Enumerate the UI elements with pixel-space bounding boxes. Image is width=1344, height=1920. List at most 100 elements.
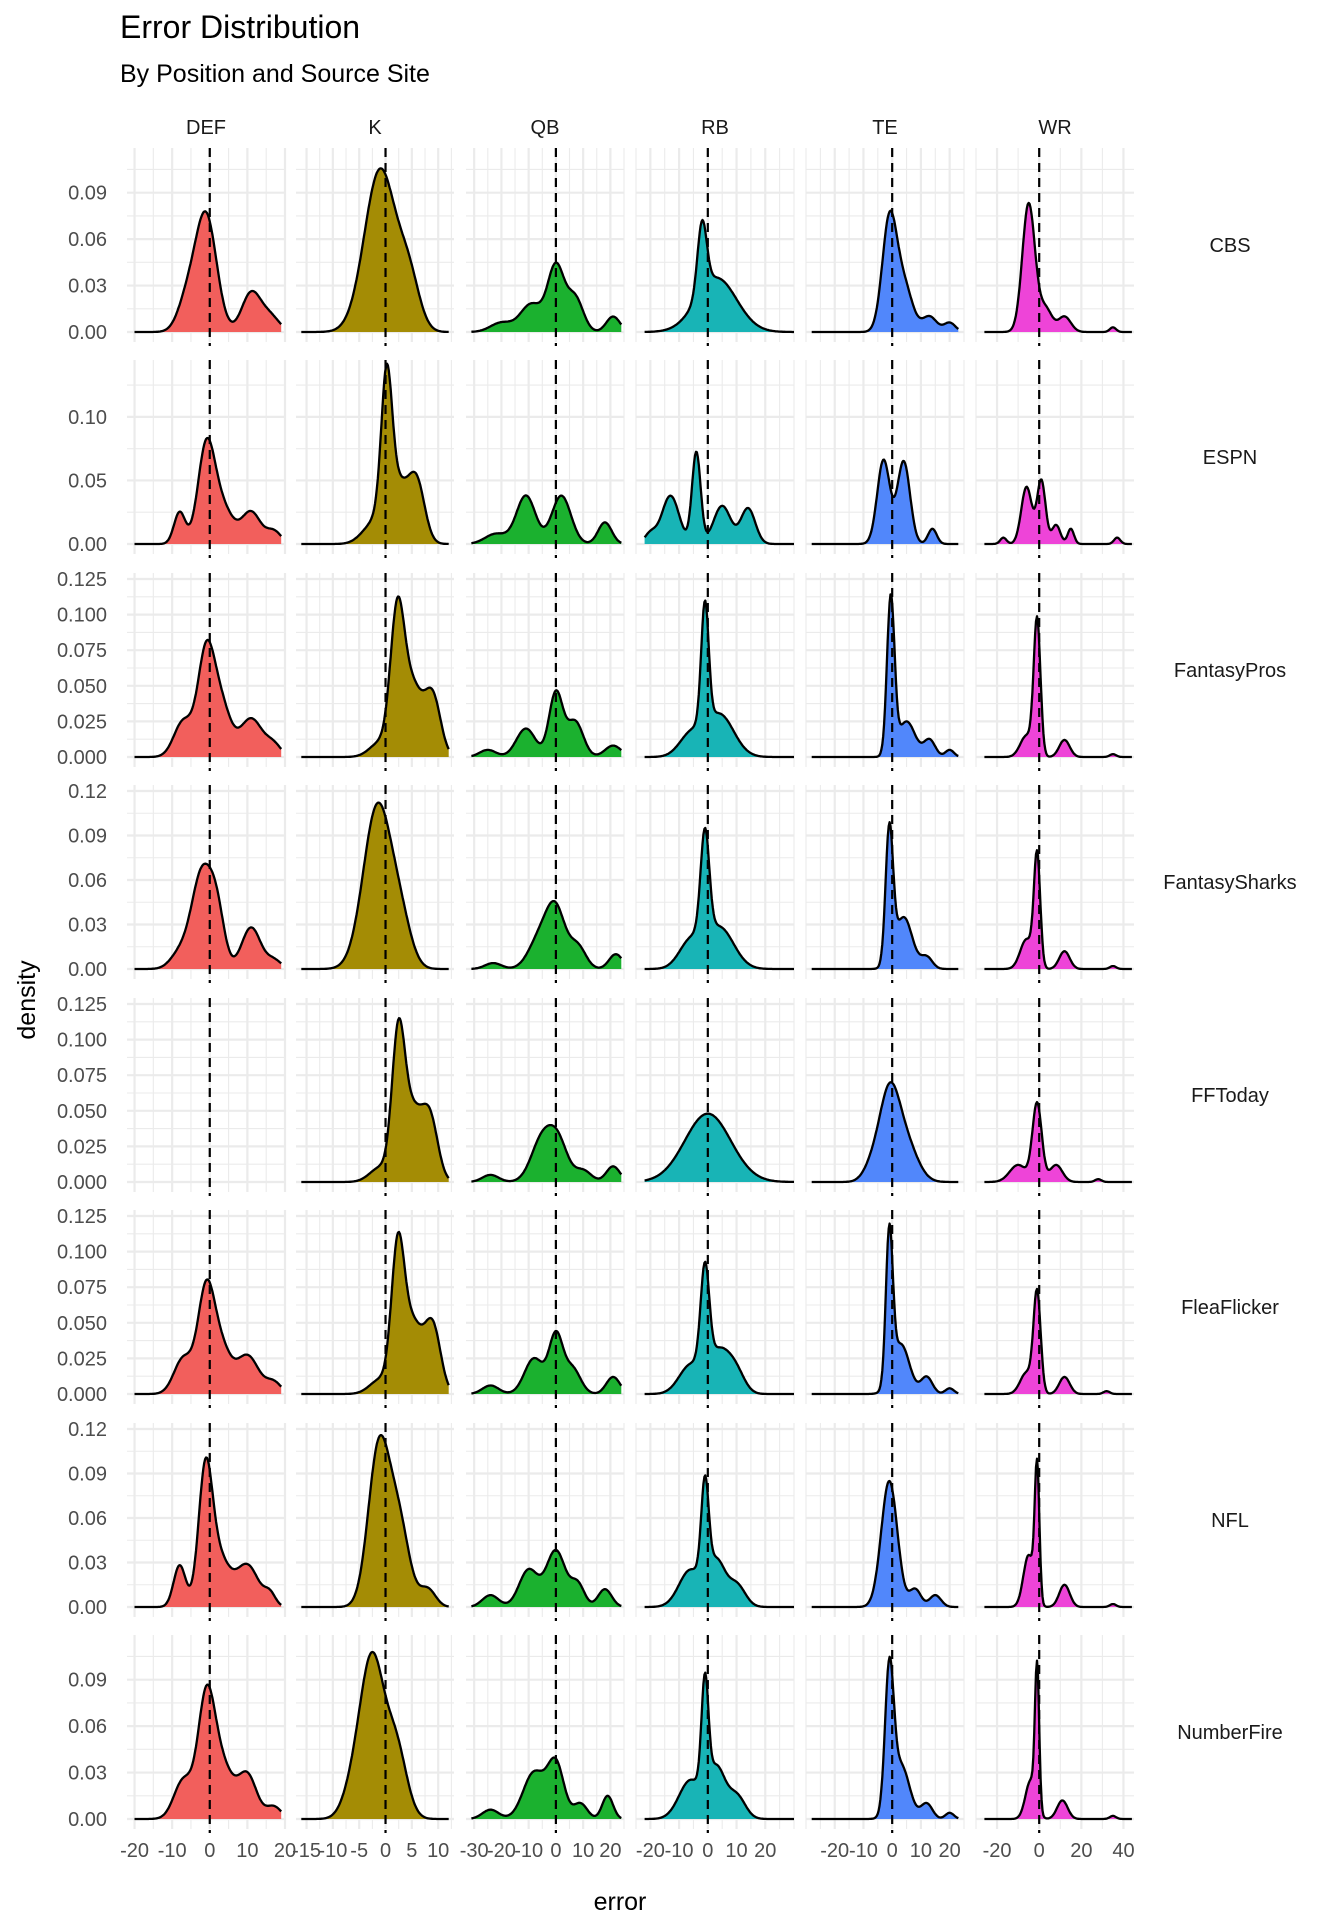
panel-espn-wr xyxy=(975,360,1134,558)
panel-numberfire-def xyxy=(127,1635,287,1833)
strip-label-wr: WR xyxy=(1038,117,1071,139)
density-area-k xyxy=(301,1018,449,1182)
y-tick-label: 0.03 xyxy=(68,276,107,298)
density-area-te xyxy=(811,210,959,332)
panel-cbs-rb xyxy=(635,148,795,346)
density-area-qb xyxy=(471,262,622,332)
density-area-qb xyxy=(471,495,622,544)
x-tick-label: -15 xyxy=(292,1840,321,1862)
x-tick-label: 10 xyxy=(572,1840,594,1862)
panel-fftoday-te xyxy=(805,998,965,1196)
density-area-k xyxy=(301,596,449,757)
panel-espn-k xyxy=(296,360,454,558)
density-area-k xyxy=(301,1232,449,1394)
x-tick-label: -10 xyxy=(849,1840,878,1862)
y-tick-label: 0.06 xyxy=(68,1716,107,1738)
panel-cbs-def xyxy=(127,148,287,346)
y-tick-label: 0.100 xyxy=(57,1030,107,1052)
panel-numberfire-qb xyxy=(466,1635,625,1833)
panels: DEF K QB RB TE WRCBS0.000.030.060.09ESPN0.000… xyxy=(57,117,1297,1862)
density-area-rb xyxy=(644,600,794,757)
strip-label-espn: ESPN xyxy=(1203,447,1257,469)
y-tick-label: 0.09 xyxy=(68,1464,107,1486)
density-line-te xyxy=(811,593,959,759)
density-area-rb xyxy=(644,1672,794,1819)
x-tick-label: 40 xyxy=(1112,1840,1134,1862)
y-tick-label: 0.03 xyxy=(68,1763,107,1785)
y-tick-label: 0.025 xyxy=(57,1348,107,1370)
density-area-def xyxy=(134,1457,282,1607)
density-line-def xyxy=(134,436,283,546)
density-line-qb xyxy=(471,1123,623,1183)
panel-nfl-k xyxy=(296,1423,454,1621)
panel-fleaflicker-qb xyxy=(466,1210,625,1408)
y-tick-label: 0.12 xyxy=(68,781,107,803)
x-tick-label: 0 xyxy=(380,1840,391,1862)
density-line-k xyxy=(301,801,449,971)
x-tick-label: -10 xyxy=(514,1840,543,1862)
y-tick-label: 0.000 xyxy=(57,747,107,769)
x-tick-label: 10 xyxy=(725,1840,747,1862)
panel-fantasysharks-wr xyxy=(975,785,1134,983)
density-line-k xyxy=(301,167,449,334)
density-line-wr xyxy=(984,1100,1133,1184)
panel-fantasypros-wr xyxy=(975,573,1134,771)
panel-numberfire-rb xyxy=(635,1635,795,1833)
density-line-wr xyxy=(984,615,1133,759)
density-line-qb xyxy=(471,1329,623,1395)
density-area-rb xyxy=(644,1475,794,1607)
y-tick-label: 0.03 xyxy=(68,915,107,937)
y-tick-label: 0.00 xyxy=(68,1809,107,1831)
density-line-rb xyxy=(644,599,795,759)
strip-label-numberfire: NumberFire xyxy=(1177,1722,1283,1744)
density-area-wr xyxy=(984,479,1132,544)
panel-fftoday-k xyxy=(296,998,454,1196)
panel-fftoday-wr xyxy=(975,998,1134,1196)
panel-cbs-te xyxy=(805,148,965,346)
x-tick-label: 20 xyxy=(754,1840,776,1862)
panel-espn-qb xyxy=(466,360,625,558)
density-line-def xyxy=(134,210,283,334)
x-tick-label: -10 xyxy=(158,1840,187,1862)
y-tick-label: 0.06 xyxy=(68,870,107,892)
density-line-rb xyxy=(644,826,795,971)
density-area-qb xyxy=(471,1757,622,1819)
panel-fantasysharks-te xyxy=(805,785,965,983)
density-line-def xyxy=(134,1278,283,1396)
density-area-te xyxy=(811,459,959,544)
chart-subtitle: By Position and Source Site xyxy=(120,60,430,88)
density-line-qb xyxy=(471,899,623,970)
y-tick-label: 0.125 xyxy=(57,569,107,591)
density-line-rb xyxy=(643,450,795,546)
strip-label-te: TE xyxy=(872,117,898,139)
density-area-wr xyxy=(984,202,1132,332)
x-tick-label: -10 xyxy=(665,1840,694,1862)
panel-fleaflicker-def xyxy=(127,1210,287,1408)
x-tick-label: -5 xyxy=(350,1840,368,1862)
y-tick-label: 0.00 xyxy=(68,1597,107,1619)
y-tick-label: 0.000 xyxy=(57,1172,107,1194)
density-line-te xyxy=(811,1081,959,1184)
panel-fantasypros-rb xyxy=(635,573,795,771)
density-area-te xyxy=(811,1223,959,1394)
y-tick-label: 0.100 xyxy=(57,1242,107,1264)
density-line-qb xyxy=(471,1548,622,1608)
density-area-k xyxy=(301,363,449,544)
panel-fantasypros-def xyxy=(127,573,287,771)
density-line-te xyxy=(811,821,959,971)
y-tick-label: 0.125 xyxy=(57,994,107,1016)
density-line-rb xyxy=(644,1112,795,1184)
y-tick-label: 0.00 xyxy=(68,959,107,981)
strip-label-fftoday: FFToday xyxy=(1191,1085,1269,1107)
strip-label-nfl: NFL xyxy=(1211,1510,1249,1532)
density-line-k xyxy=(301,1434,449,1609)
x-tick-label: -20 xyxy=(487,1840,516,1862)
density-line-te xyxy=(811,209,960,334)
density-area-k xyxy=(301,1652,449,1819)
density-area-rb xyxy=(644,1261,794,1394)
density-line-wr xyxy=(984,1659,1133,1821)
x-tick-label: 0 xyxy=(204,1840,215,1862)
panel-numberfire-te xyxy=(805,1635,965,1833)
density-line-def xyxy=(134,862,282,971)
panel-espn-rb xyxy=(635,360,795,558)
